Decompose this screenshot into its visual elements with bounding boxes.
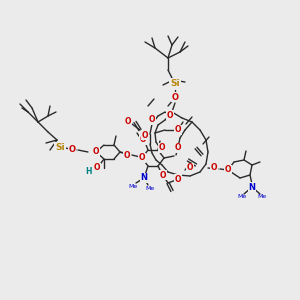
Text: O: O [140, 136, 146, 145]
Text: O: O [160, 170, 166, 179]
Text: O: O [125, 118, 131, 127]
Text: N: N [248, 182, 256, 191]
Text: O: O [211, 164, 217, 172]
Text: Me: Me [146, 185, 154, 190]
Text: N: N [140, 173, 148, 182]
Text: Si: Si [55, 142, 65, 152]
Text: H: H [85, 167, 91, 176]
Text: O: O [172, 92, 178, 101]
Text: O: O [187, 164, 193, 172]
Text: O: O [68, 146, 76, 154]
Text: O: O [175, 125, 181, 134]
Text: O: O [175, 175, 181, 184]
Text: O: O [124, 151, 130, 160]
Text: O: O [159, 143, 165, 152]
Text: O: O [225, 166, 231, 175]
Text: O: O [167, 110, 173, 119]
Text: O: O [175, 143, 181, 152]
Text: Me: Me [237, 194, 247, 200]
Text: Me: Me [257, 194, 267, 200]
Text: Si: Si [170, 79, 180, 88]
Text: O: O [93, 148, 99, 157]
Text: Me: Me [128, 184, 138, 188]
Text: O: O [94, 164, 100, 172]
Text: O: O [142, 130, 148, 140]
Text: O: O [149, 116, 155, 124]
Text: O: O [139, 154, 145, 163]
